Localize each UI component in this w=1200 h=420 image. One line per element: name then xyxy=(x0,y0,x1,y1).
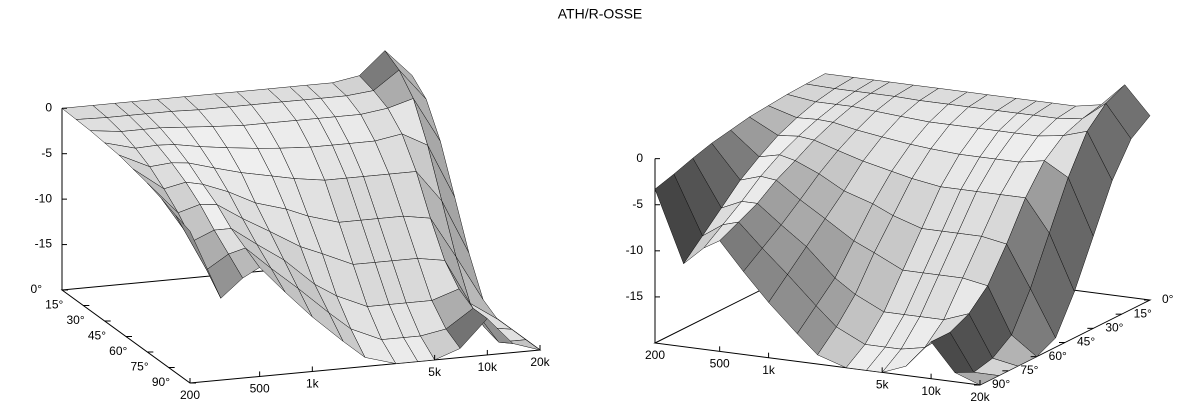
x-tick-label: 5k xyxy=(428,365,442,379)
y-tick-label: 30° xyxy=(67,313,85,327)
z-tick-label: 0 xyxy=(45,100,52,114)
x-tick-label: 500 xyxy=(710,357,730,371)
x-tick-label: 200 xyxy=(645,348,665,362)
y-tick-label: 45° xyxy=(1077,335,1095,349)
surface-chart: 200 500 1k 5k 10k 20k 0° 15° 30° 45° 60° 75° 90° 0 -5 -… xyxy=(626,73,1174,404)
x-tick-label: 200 xyxy=(180,388,200,402)
y-tick-label: 0° xyxy=(31,282,43,296)
x-tick-label: 1k xyxy=(762,363,776,377)
x-tick-label: 20k xyxy=(530,355,550,369)
x-tick-label: 500 xyxy=(250,382,270,396)
y-tick-label: 45° xyxy=(88,329,106,343)
surface-patch xyxy=(175,215,222,299)
x-tick-label: 10k xyxy=(478,360,498,374)
y-tick-label: 15° xyxy=(1134,306,1152,320)
x-tick-label: 20k xyxy=(970,390,990,404)
z-tick-label: 0 xyxy=(636,151,643,165)
y-tick-label: 15° xyxy=(45,298,63,312)
z-tick-label: -10 xyxy=(35,191,53,205)
z-tick-label: -5 xyxy=(41,146,52,160)
x-tick-label: 1k xyxy=(306,377,320,391)
y-tick-label: 75° xyxy=(131,360,149,374)
y-tick-label: 90° xyxy=(992,377,1010,391)
y-tick-label: 60° xyxy=(1049,349,1067,363)
z-tick-label: -10 xyxy=(626,243,644,257)
y-tick-label: 60° xyxy=(109,344,127,358)
z-tick-label: -5 xyxy=(632,197,643,211)
z-tick-label: -15 xyxy=(626,289,644,303)
chart-title: ATH/R-OSSE xyxy=(558,6,643,22)
y-tick-label: 90° xyxy=(152,375,170,389)
z-tick-label: -15 xyxy=(35,237,53,251)
x-tick-label: 5k xyxy=(876,378,890,392)
y-tick-label: 30° xyxy=(1105,321,1123,335)
x-tick-label: 10k xyxy=(921,384,941,398)
surface-chart: 200 500 1k 5k 10k 20k 0°15° 30°45°60° 75°90° 0 -5 -… xyxy=(31,50,551,402)
y-tick-label: 75° xyxy=(1020,363,1038,377)
y-tick-label: 0° xyxy=(1162,292,1174,306)
